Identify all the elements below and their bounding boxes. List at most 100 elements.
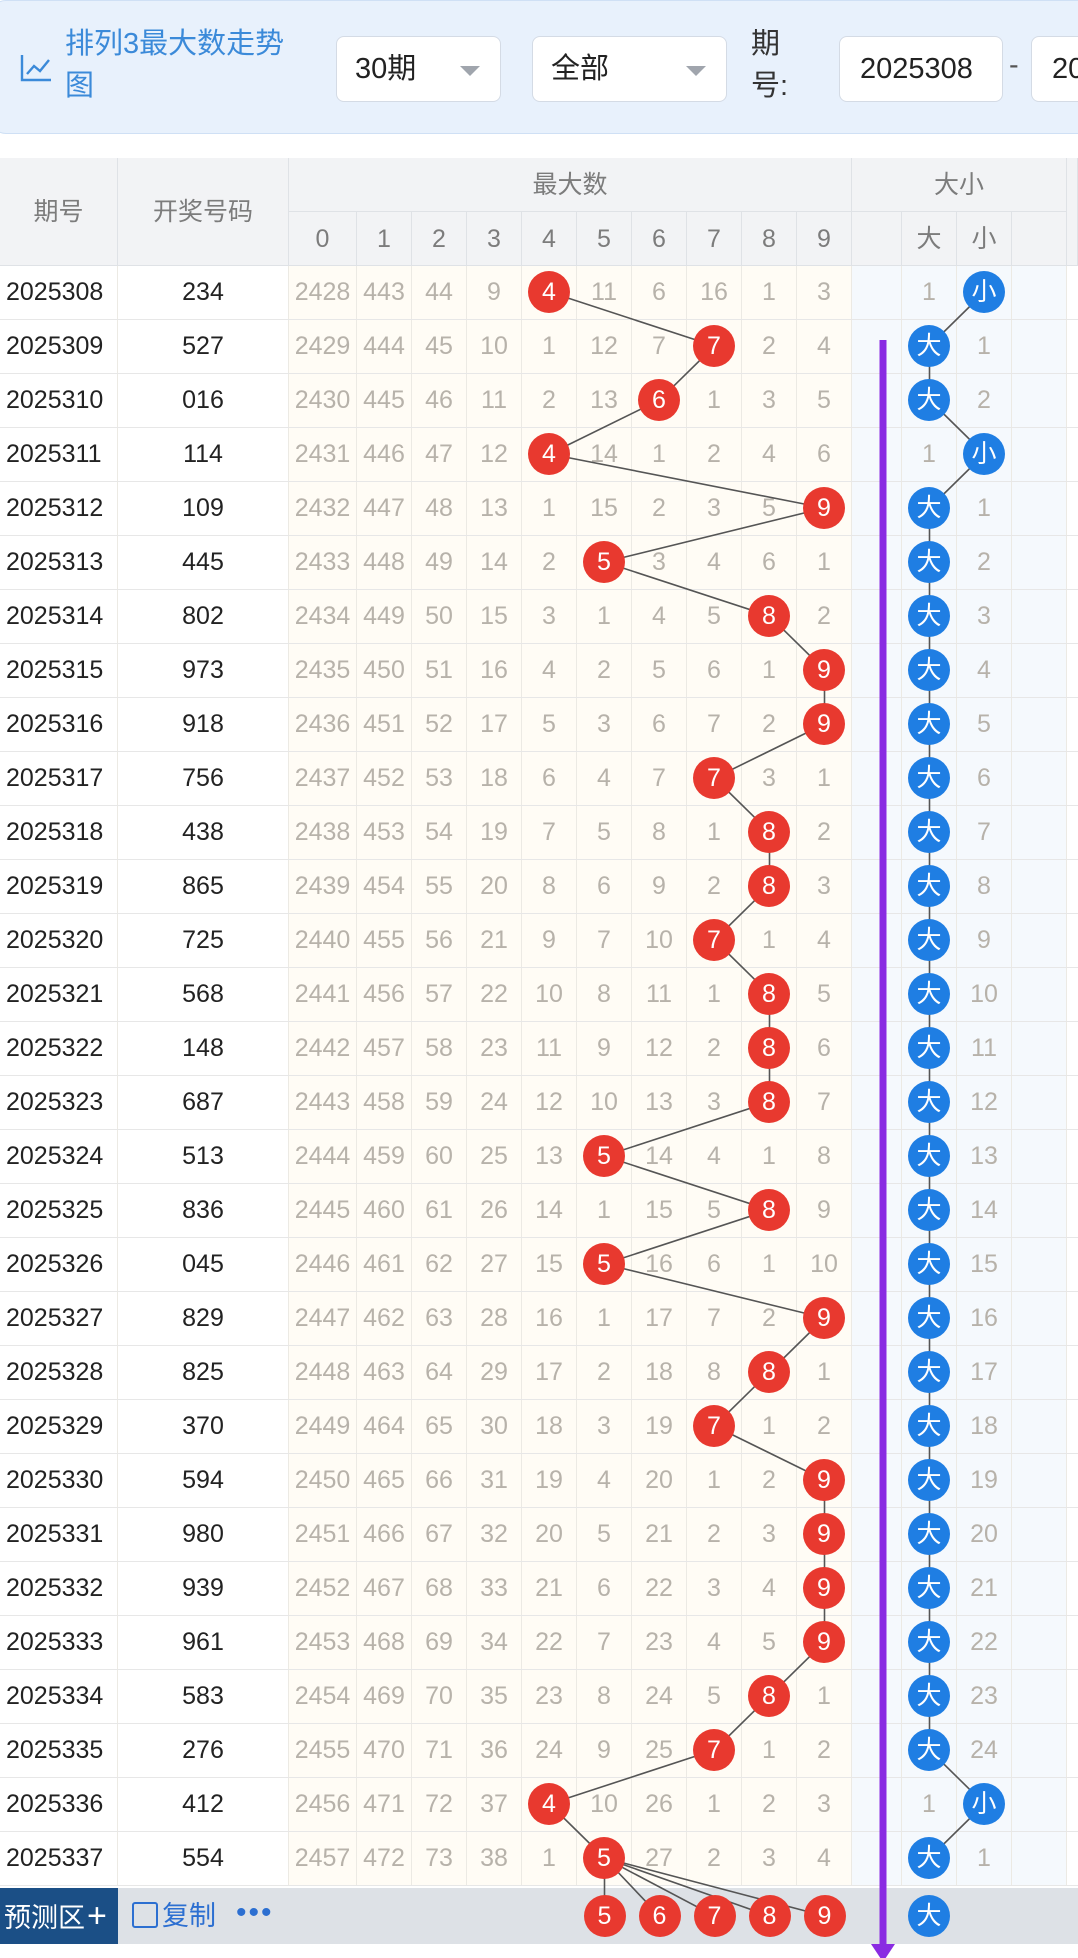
- miss-value: 2: [762, 332, 776, 360]
- max-digit-cell: 8: [577, 1670, 632, 1723]
- miss-value: 1: [762, 656, 776, 684]
- max-digit-cell: 6: [687, 644, 742, 697]
- type-select[interactable]: 全部: [532, 36, 727, 102]
- more-options-button[interactable]: •••: [236, 1896, 274, 1929]
- max-digit-cell: 46: [412, 374, 467, 427]
- max-digit-cell: 5: [577, 1508, 632, 1561]
- predict-size-ball[interactable]: 大: [908, 1895, 950, 1937]
- size-end-cell: [1012, 590, 1067, 643]
- size-ball: 大: [908, 1405, 950, 1447]
- size-end-cell: [1012, 1670, 1067, 1723]
- max-ball: 5: [583, 1135, 625, 1177]
- predict-max-ball[interactable]: 9: [803, 1895, 846, 1937]
- size-ball: 大: [908, 1567, 950, 1609]
- size-tail-cell: [852, 914, 902, 967]
- max-digit-cell: 57: [412, 968, 467, 1021]
- predict-max-ball[interactable]: 5: [583, 1895, 626, 1937]
- max-digit-cell: 2433: [289, 536, 357, 589]
- miss-value: 4: [817, 1844, 831, 1872]
- miss-value: 4: [707, 548, 721, 576]
- number-cell: 687: [118, 1076, 289, 1129]
- miss-value: 5: [762, 1628, 776, 1656]
- max-digit-cell: 2431: [289, 428, 357, 481]
- size-end-cell: [1012, 374, 1067, 427]
- max-digit-cell: 5: [797, 374, 852, 427]
- max-ball: 8: [748, 1081, 790, 1123]
- size-end-cell: [1012, 1778, 1067, 1831]
- miss-value: 24: [645, 1682, 673, 1710]
- max-digit-cell: 12: [522, 1076, 577, 1129]
- max-digit-cell: 11: [577, 266, 632, 319]
- max-digit-cell: 446: [357, 428, 412, 481]
- max-digit-cell: 5: [577, 1238, 632, 1291]
- table-row: 2025330 594 2450 465 66 31 19 4 20 1 2 9 大 19: [0, 1454, 1078, 1508]
- miss-value: 5: [597, 818, 611, 846]
- number-cell: 370: [118, 1400, 289, 1453]
- miss-value: 2430: [294, 386, 351, 414]
- max-digit-cell: 10: [577, 1076, 632, 1129]
- issue-cell: 2025334: [0, 1670, 118, 1723]
- header-spacer: [1067, 158, 1078, 266]
- max-digit-cell: 2440: [289, 914, 357, 967]
- miss-value: 72: [425, 1790, 453, 1818]
- max-digit-cell: 17: [467, 698, 522, 751]
- range-separator: -: [1009, 49, 1019, 81]
- predict-area-button[interactable]: 预测区+: [0, 1888, 118, 1944]
- table-row: 2025337 554 2457 472 73 38 1 5 27 2 3 4 大 1: [0, 1832, 1078, 1886]
- predict-max-ball[interactable]: 8: [748, 1895, 791, 1937]
- miss-value: 2441: [294, 980, 351, 1008]
- miss-value: 2: [542, 386, 556, 414]
- miss-value: 22: [535, 1628, 563, 1656]
- size-end-cell: [1012, 914, 1067, 967]
- size-ball: 大: [908, 1081, 950, 1123]
- copy-button[interactable]: 复制: [132, 1888, 216, 1944]
- max-digit-cell: 15: [467, 590, 522, 643]
- miss-value: 10: [535, 980, 563, 1008]
- max-digit-cell: 4: [632, 590, 687, 643]
- max-digit-cell: 9: [797, 1292, 852, 1345]
- miss-value: 7: [817, 1088, 831, 1116]
- max-digit-cell: 11: [467, 374, 522, 427]
- max-ball: 9: [803, 1567, 845, 1609]
- size-end-cell: [1012, 1562, 1067, 1615]
- size-header-big: 大: [902, 212, 957, 266]
- miss-value: 5: [817, 386, 831, 414]
- max-digit-cell: 463: [357, 1346, 412, 1399]
- miss-value: 9: [817, 1196, 831, 1224]
- period-select[interactable]: 30期: [336, 36, 501, 102]
- max-digit-cell: 13: [577, 374, 632, 427]
- issue-cell: 2025314: [0, 590, 118, 643]
- big-cell: 大: [902, 1292, 957, 1345]
- miss-value: 2: [707, 1844, 721, 1872]
- issue-to-input[interactable]: 20: [1031, 36, 1078, 102]
- max-ball: 7: [693, 757, 735, 799]
- issue-cell: 2025329: [0, 1400, 118, 1453]
- size-ball: 大: [908, 1351, 950, 1393]
- max-digit-cell: 66: [412, 1454, 467, 1507]
- miss-value: 462: [363, 1304, 405, 1332]
- page-title[interactable]: 排列3最大数走势图: [65, 28, 285, 102]
- max-digit-cell: 2430: [289, 374, 357, 427]
- predict-max-ball[interactable]: 7: [693, 1895, 736, 1937]
- digit-header-5: 5: [577, 212, 632, 266]
- max-digit-cell: 52: [412, 698, 467, 751]
- miss-value: 2448: [294, 1358, 351, 1386]
- miss-value: 2: [817, 1736, 831, 1764]
- big-cell: 大: [902, 482, 957, 535]
- max-digit-cell: 453: [357, 806, 412, 859]
- issue-cell: 2025316: [0, 698, 118, 751]
- table-row: 2025316 918 2436 451 52 17 5 3 6 7 2 9 大 5: [0, 698, 1078, 752]
- table-row: 2025319 865 2439 454 55 20 8 6 9 2 8 3 大 8: [0, 860, 1078, 914]
- max-digit-cell: 5: [687, 1184, 742, 1237]
- max-digit-cell: 2446: [289, 1238, 357, 1291]
- miss-value: 7: [707, 1304, 721, 1332]
- issue-from-input[interactable]: 2025308: [839, 36, 1003, 102]
- number-cell: 016: [118, 374, 289, 427]
- miss-value: 44: [425, 278, 453, 306]
- miss-value: 46: [425, 386, 453, 414]
- miss-value: 31: [480, 1466, 508, 1494]
- digit-header-2: 2: [412, 212, 467, 266]
- miss-value: 54: [425, 818, 453, 846]
- predict-max-ball[interactable]: 6: [638, 1895, 681, 1937]
- max-ball: 9: [803, 1621, 845, 1663]
